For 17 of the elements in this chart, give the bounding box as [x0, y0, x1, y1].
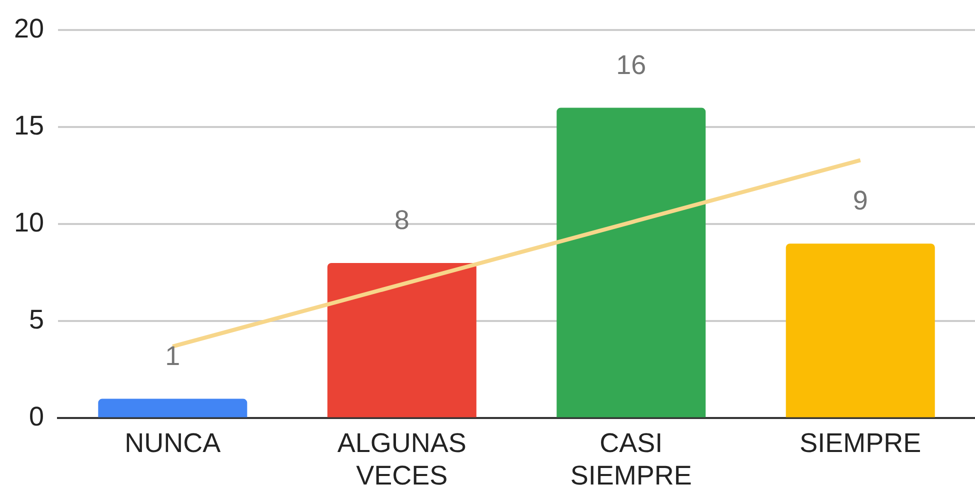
x-tick-label: ALGUNAS VECES — [337, 428, 466, 490]
data-label: 1 — [165, 340, 180, 371]
y-tick-label: 10 — [14, 208, 44, 238]
data-label: 16 — [616, 50, 646, 80]
bar — [98, 398, 248, 418]
bar — [556, 108, 706, 418]
x-tick-label: SIEMPRE — [800, 428, 922, 458]
x-tick-label: NUNCA — [124, 428, 221, 458]
y-tick-label: 20 — [14, 14, 44, 44]
bar — [327, 263, 476, 418]
bar — [786, 244, 935, 418]
data-label: 9 — [852, 186, 868, 216]
y-tick-label: 15 — [14, 110, 44, 141]
y-tick-label: 5 — [29, 304, 44, 335]
data-label: 8 — [394, 204, 410, 235]
x-tick-label: CASI SIEMPRE — [570, 428, 692, 490]
y-tick-label: 0 — [29, 402, 44, 432]
